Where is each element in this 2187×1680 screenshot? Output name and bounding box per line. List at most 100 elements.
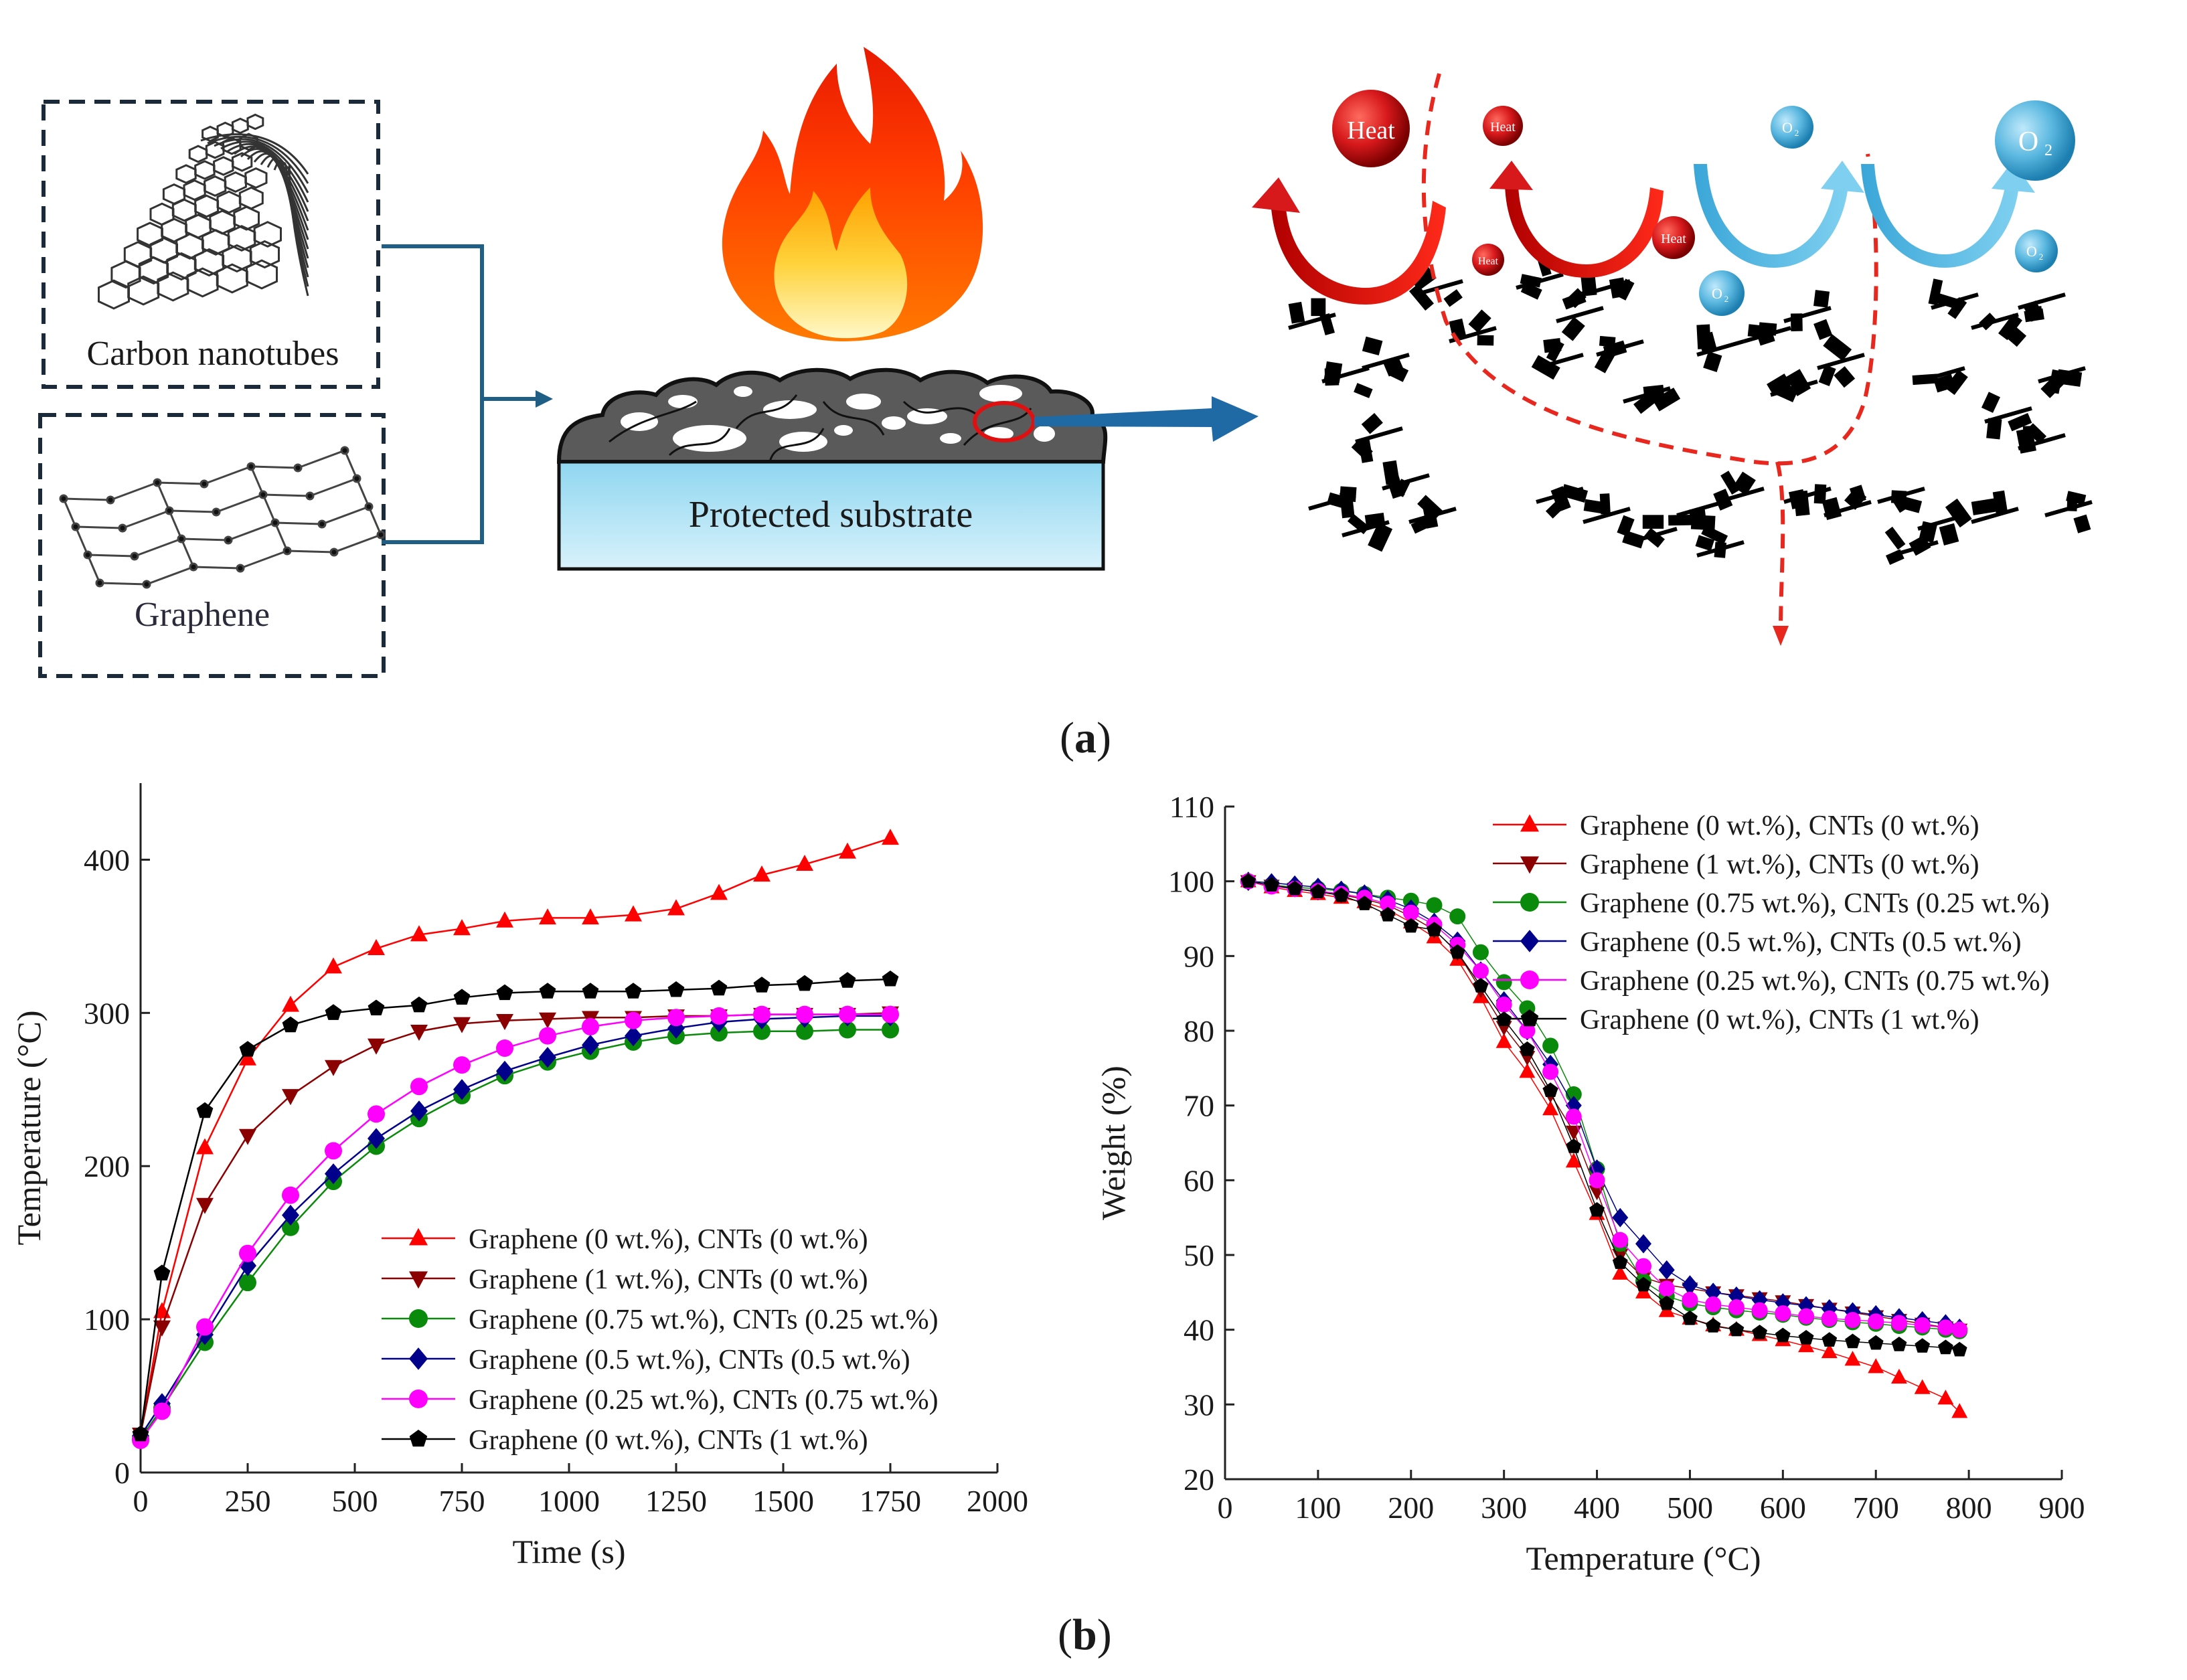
legend-label: Graphene (0 wt.%), CNTs (0 wt.%): [1580, 811, 1979, 841]
data-point: [453, 1079, 471, 1100]
data-point: [1635, 1276, 1651, 1292]
data-point: [625, 1011, 642, 1029]
data-point: [796, 975, 813, 991]
data-point: [1635, 1258, 1651, 1274]
data-point: [282, 1016, 299, 1033]
data-point: [625, 905, 642, 922]
data-point: [625, 983, 642, 999]
data-point: [1798, 1337, 1815, 1353]
y-axis-label: Temperature (°C): [10, 1010, 48, 1245]
data-point: [1612, 1264, 1629, 1280]
x-tick-label: 0: [133, 1484, 149, 1518]
legend-marker: [1520, 971, 1539, 989]
connector-arrow-icon: [536, 390, 553, 408]
data-point: [1472, 962, 1489, 979]
data-point: [239, 1274, 256, 1292]
legend-label: Graphene (0.25 wt.%), CNTs (0.75 wt.%): [469, 1385, 939, 1416]
heat-ball-small: Heat: [1652, 216, 1695, 259]
data-point: [1938, 1339, 1953, 1355]
data-point: [1659, 1295, 1675, 1311]
data-point: [1937, 1319, 1954, 1336]
data-point: [1775, 1305, 1791, 1322]
data-point: [239, 1128, 256, 1145]
x-tick-label: 1250: [645, 1484, 707, 1518]
legend-label: Graphene (0 wt.%), CNTs (1 wt.%): [1580, 1005, 1979, 1035]
data-point: [1728, 1299, 1745, 1316]
series-6: [132, 971, 899, 1442]
intumescent-char-layer: [556, 367, 1108, 464]
x-tick-label: 200: [1388, 1491, 1434, 1525]
data-point: [1589, 1185, 1605, 1201]
data-point: [196, 1197, 214, 1214]
data-point: [882, 1021, 899, 1039]
data-point: [839, 972, 856, 988]
legend-marker: [1520, 814, 1539, 832]
data-point: [1798, 1330, 1814, 1345]
data-point: [1264, 877, 1279, 892]
legend-marker: [1520, 1009, 1539, 1027]
flame-icon: [722, 47, 983, 341]
data-point: [1844, 1312, 1861, 1329]
legend-label: Graphene (0 wt.%), CNTs (1 wt.%): [469, 1425, 868, 1456]
data-point: [1821, 1343, 1838, 1359]
data-point: [1565, 1153, 1582, 1168]
data-point: [1914, 1317, 1931, 1333]
data-point: [325, 1060, 342, 1076]
oxygen-ball-small: O 2: [2015, 230, 2058, 272]
data-point: [667, 981, 685, 997]
legend-marker: [409, 1271, 428, 1289]
data-point: [368, 1038, 385, 1055]
data-point: [239, 1049, 256, 1066]
data-point: [839, 1005, 856, 1023]
legend: Graphene (0 wt.%), CNTs (0 wt.%) Graphene…: [382, 1224, 939, 1456]
data-point: [325, 1004, 342, 1020]
x-tick-label: 1000: [538, 1484, 600, 1518]
legend-label: Graphene (0.5 wt.%), CNTs (0.5 wt.%): [469, 1345, 910, 1375]
data-point: [1402, 904, 1419, 921]
data-point: [1472, 944, 1489, 960]
data-point: [410, 1078, 428, 1096]
heat-ball-small: Heat: [1472, 244, 1504, 276]
series-1: [132, 829, 899, 1441]
data-point: [1426, 897, 1443, 914]
legend-marker: [409, 1430, 428, 1447]
data-point: [1566, 1139, 1582, 1153]
legend-marker: [1520, 856, 1539, 874]
x-tick-label: 900: [2039, 1491, 2085, 1525]
y-tick-label: 110: [1169, 790, 1214, 824]
data-point: [496, 984, 513, 1001]
zoom-arrow-icon: [1034, 396, 1259, 442]
data-point: [453, 1017, 471, 1033]
data-point: [282, 1204, 299, 1226]
data-point: [1380, 896, 1396, 912]
data-point: [710, 979, 728, 996]
data-point: [539, 1047, 556, 1068]
data-point: [796, 1022, 813, 1040]
data-point: [1403, 918, 1419, 933]
data-point: [1915, 1338, 1931, 1353]
data-point: [325, 1163, 342, 1185]
data-point: [1612, 1232, 1629, 1248]
data-point: [796, 1005, 813, 1023]
data-point: [453, 1056, 471, 1074]
data-point: [1495, 996, 1512, 1013]
data-point: [196, 1138, 214, 1155]
data-point: [539, 1027, 556, 1045]
data-point: [282, 1218, 299, 1236]
data-point: [1868, 1358, 1884, 1373]
legend-marker: [1520, 930, 1539, 952]
data-point: [1951, 1403, 1968, 1418]
data-point: [1728, 1321, 1745, 1337]
data-point: [496, 1014, 513, 1031]
legend-label: Graphene (1 wt.%), CNTs (0 wt.%): [469, 1264, 868, 1295]
data-point: [1612, 1254, 1628, 1269]
cnt-label: Carbon nanotubes: [87, 335, 339, 373]
legend-label: Graphene (0 wt.%), CNTs (0 wt.%): [469, 1224, 868, 1255]
data-point: [1705, 1318, 1721, 1333]
svg-text:Heat: Heat: [1347, 116, 1395, 145]
y-tick-label: 200: [84, 1149, 130, 1183]
data-point: [1380, 906, 1396, 922]
data-point: [282, 995, 299, 1012]
data-point: [839, 842, 856, 859]
diffusion-path: [1421, 73, 1878, 630]
